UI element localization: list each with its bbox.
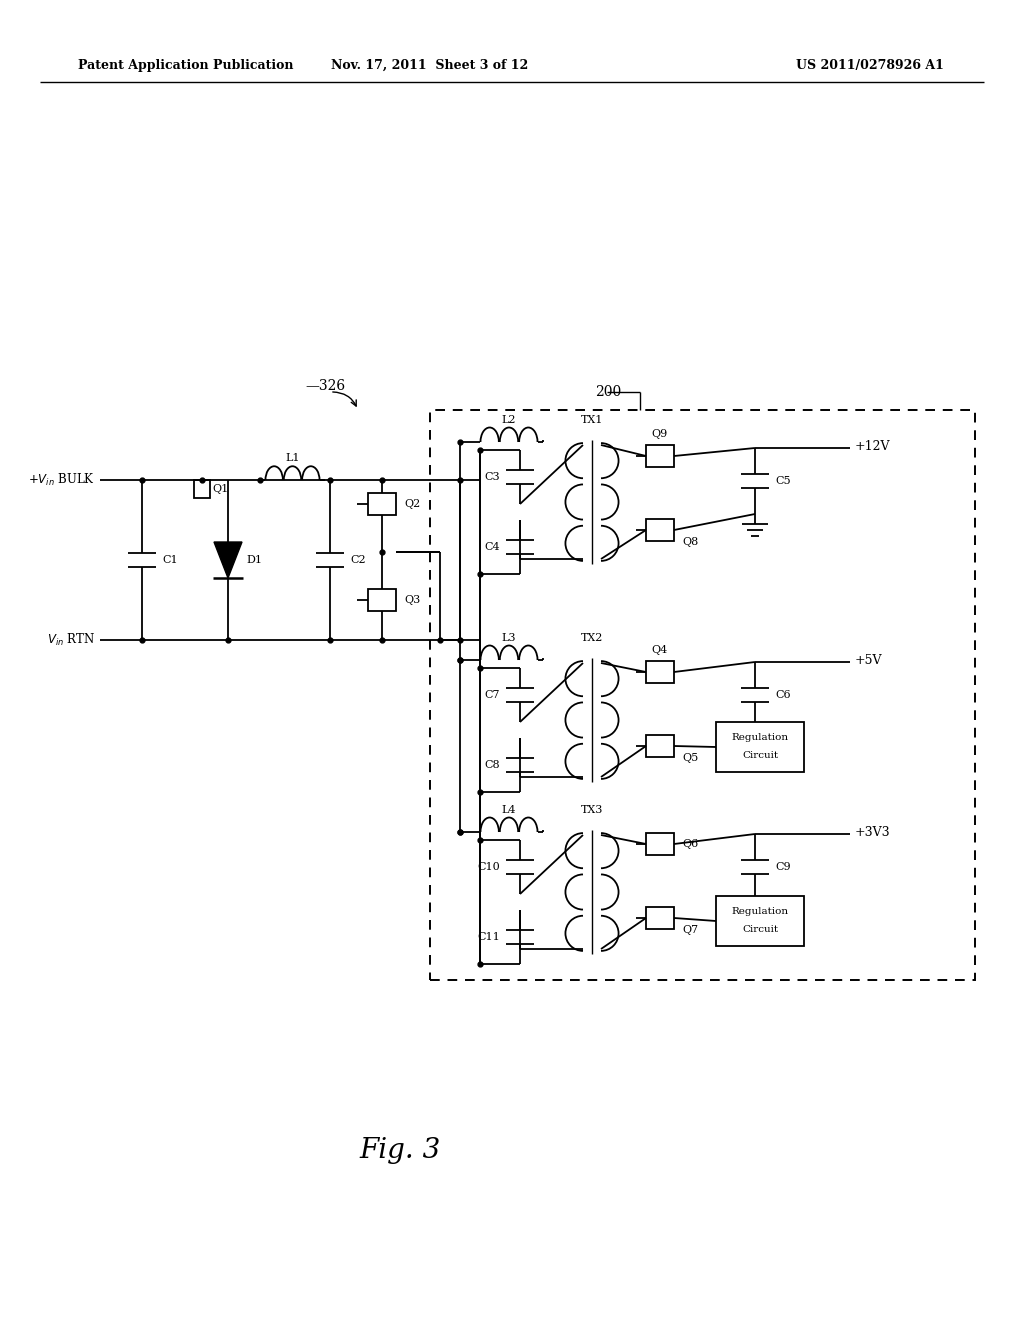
Bar	[716, 896, 804, 946]
Text: C3: C3	[484, 473, 500, 482]
Text: L4: L4	[502, 805, 516, 814]
Bar	[430, 411, 975, 979]
Text: $+V_{in}$ BULK: $+V_{in}$ BULK	[29, 473, 95, 488]
Text: C7: C7	[484, 690, 500, 700]
Bar	[646, 445, 674, 467]
Text: L2: L2	[502, 414, 516, 425]
FancyArrowPatch shape	[333, 392, 356, 407]
Text: C8: C8	[484, 760, 500, 770]
Text: $V_{in}$ RTN: $V_{in}$ RTN	[47, 632, 95, 648]
Bar	[194, 480, 210, 498]
Text: Circuit: Circuit	[742, 925, 778, 935]
Text: TX1: TX1	[581, 414, 603, 425]
Text: +12V: +12V	[855, 441, 891, 454]
Text: +3V3: +3V3	[855, 826, 891, 840]
Text: TX2: TX2	[581, 634, 603, 643]
Bar	[368, 492, 396, 515]
Text: Q1: Q1	[212, 484, 228, 494]
Text: Fig. 3: Fig. 3	[359, 1137, 440, 1163]
Text: Q9: Q9	[652, 429, 668, 440]
Text: Patent Application Publication: Patent Application Publication	[78, 58, 294, 71]
Text: Nov. 17, 2011  Sheet 3 of 12: Nov. 17, 2011 Sheet 3 of 12	[332, 58, 528, 71]
Text: Q5: Q5	[682, 752, 698, 763]
Text: Q2: Q2	[404, 499, 420, 510]
Polygon shape	[214, 543, 242, 578]
Text: Q3: Q3	[404, 595, 420, 605]
Text: C1: C1	[162, 554, 177, 565]
Text: Q6: Q6	[682, 840, 698, 849]
Bar	[646, 907, 674, 929]
Text: D1: D1	[246, 554, 262, 565]
Text: Q4: Q4	[652, 645, 668, 655]
Text: +5V: +5V	[855, 655, 883, 668]
Bar	[646, 735, 674, 756]
Text: US 2011/0278926 A1: US 2011/0278926 A1	[796, 58, 944, 71]
Text: C10: C10	[477, 862, 500, 873]
Text: L1: L1	[286, 453, 300, 463]
Text: Regulation: Regulation	[731, 734, 788, 742]
Bar	[368, 589, 396, 611]
Text: Regulation: Regulation	[731, 908, 788, 916]
Text: C11: C11	[477, 932, 500, 942]
Text: C6: C6	[775, 690, 791, 700]
Text: C2: C2	[350, 554, 366, 565]
Text: 200: 200	[595, 385, 622, 399]
Bar	[716, 722, 804, 772]
Text: TX3: TX3	[581, 805, 603, 814]
Bar	[646, 519, 674, 541]
Text: C5: C5	[775, 477, 791, 486]
Text: Q8: Q8	[682, 537, 698, 546]
Text: —326: —326	[305, 379, 345, 393]
Text: Q7: Q7	[682, 925, 698, 935]
Bar	[646, 661, 674, 682]
Bar	[646, 833, 674, 855]
Text: L3: L3	[502, 634, 516, 643]
Text: Circuit: Circuit	[742, 751, 778, 760]
Text: C4: C4	[484, 543, 500, 552]
Text: C9: C9	[775, 862, 791, 873]
